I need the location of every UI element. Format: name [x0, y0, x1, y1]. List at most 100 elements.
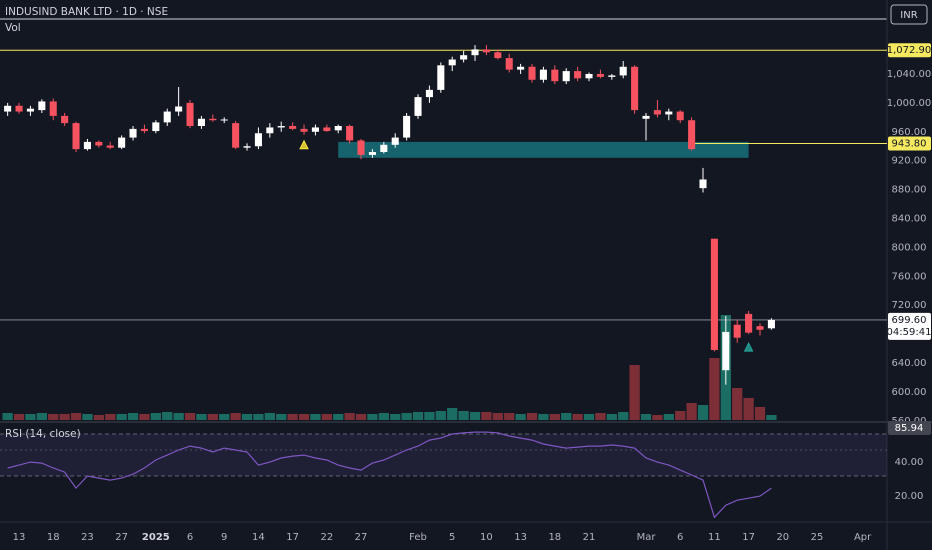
y-tick-label: 800.00 — [892, 242, 927, 253]
candle-body — [471, 49, 479, 56]
level-label-box — [888, 136, 931, 151]
x-tick-label: 22 — [320, 532, 333, 543]
volume-bar — [116, 414, 127, 420]
candle-body — [574, 71, 582, 79]
x-tick-label: 27 — [355, 532, 368, 543]
candle-body — [277, 126, 285, 128]
candle-body — [72, 123, 80, 150]
volume-bar — [412, 412, 424, 420]
volume-bar — [241, 414, 253, 420]
countdown: 04:59:41 — [887, 327, 932, 338]
candle-body — [745, 313, 753, 333]
candle-body — [323, 127, 331, 132]
x-tick-label: 27 — [115, 532, 128, 543]
candle-body — [437, 65, 445, 90]
candle-body — [425, 89, 433, 98]
candle-body — [38, 101, 46, 111]
volume-bar — [173, 413, 184, 420]
volume-bar — [583, 414, 595, 420]
volume-bar — [276, 414, 287, 420]
volume-bar — [572, 414, 583, 420]
volume-bar — [390, 414, 401, 420]
candle-body — [665, 111, 673, 115]
rsi-label: RSI (14, close) — [5, 428, 81, 440]
candle-body — [220, 119, 228, 121]
volume-bar — [230, 413, 241, 420]
x-tick-label: 17 — [286, 532, 299, 543]
candle-body — [61, 115, 69, 124]
level-label: 1,072.90 — [887, 45, 932, 56]
volume-bar — [640, 414, 652, 420]
volume-bar — [367, 414, 378, 420]
volume-bar — [743, 398, 754, 420]
x-tick-label: 20 — [776, 532, 789, 543]
zone — [338, 141, 749, 158]
volume-bar — [469, 412, 481, 420]
x-tick-label: 9 — [221, 532, 227, 543]
volume-bar — [697, 405, 709, 420]
candle-body — [517, 66, 525, 70]
candle-body — [49, 101, 57, 116]
last-price-box — [888, 312, 931, 340]
volume-bar — [82, 414, 93, 420]
candle-body — [163, 111, 171, 123]
volume-bar — [732, 388, 743, 420]
candle-body — [767, 319, 775, 329]
candle-body — [551, 69, 559, 82]
x-tick-label: 21 — [583, 532, 596, 543]
candle-body — [4, 105, 12, 112]
volume-bar — [435, 411, 446, 420]
x-tick-label: 5 — [449, 532, 455, 543]
volume-bar — [618, 412, 629, 420]
volume-bar — [355, 414, 367, 420]
rsi-band — [0, 434, 887, 476]
candle-body — [448, 59, 456, 66]
x-tick-label: 18 — [548, 532, 561, 543]
y-tick-label: 760.00 — [892, 271, 927, 282]
candle-body — [380, 144, 388, 153]
volume-bar — [162, 412, 173, 420]
volume-bar — [447, 408, 458, 420]
volume-bar — [105, 414, 116, 420]
candle-body — [414, 97, 422, 116]
volume-bar — [36, 413, 47, 420]
candle-body — [608, 75, 616, 77]
volume-bar — [344, 413, 355, 420]
candle-body — [186, 102, 194, 127]
currency[interactable]: INR — [900, 10, 917, 21]
candle-body — [619, 66, 627, 76]
candle-body — [756, 326, 764, 330]
candle-body — [733, 324, 741, 338]
candle-body — [300, 128, 308, 132]
x-tick-label: 6 — [187, 532, 193, 543]
x-tick-label: 6 — [677, 532, 683, 543]
candle-body — [289, 126, 297, 129]
candle-body — [106, 145, 114, 148]
y-tick-label: 960.00 — [892, 127, 927, 138]
rsi-line — [7, 431, 772, 519]
candle-body — [368, 152, 376, 155]
volume-bar — [207, 414, 218, 420]
volume-bar — [184, 413, 196, 420]
x-tick-label: 14 — [252, 532, 265, 543]
volume-bar — [127, 413, 139, 420]
volume-bar — [595, 413, 606, 420]
volume-bar — [526, 413, 538, 420]
volume-bar — [401, 413, 412, 420]
marker — [299, 139, 309, 150]
volume-bar — [652, 415, 663, 420]
volume-bar — [59, 414, 70, 420]
x-tick-label: 11 — [708, 532, 721, 543]
candle-body — [391, 137, 399, 145]
candle-body — [152, 122, 160, 132]
candle-body — [254, 133, 262, 147]
volume-bar — [287, 414, 298, 420]
volume-bar — [492, 413, 503, 420]
candle-body — [209, 118, 217, 121]
x-tick-label: 2025 — [142, 532, 170, 543]
volume-bar — [298, 414, 310, 420]
y-tick-label: 880.00 — [892, 185, 927, 196]
candle-body — [334, 126, 342, 131]
currency-button[interactable] — [890, 4, 928, 25]
